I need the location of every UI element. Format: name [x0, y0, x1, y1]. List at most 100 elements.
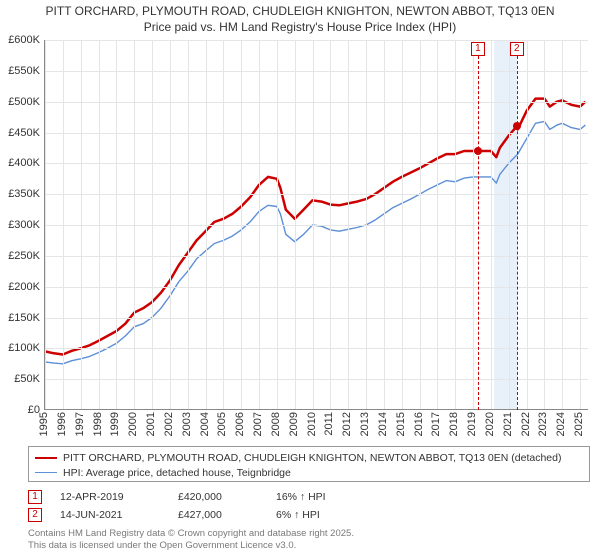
gridline-v — [99, 40, 100, 409]
gridline-v — [295, 40, 296, 409]
gridline-v — [63, 40, 64, 409]
gridline-v — [384, 40, 385, 409]
gridline-v — [206, 40, 207, 409]
x-tick-label: 2011 — [323, 412, 335, 436]
sale-point-2 — [513, 122, 521, 130]
gridline-v — [437, 40, 438, 409]
x-tick-label: 2016 — [413, 412, 425, 436]
y-tick-label: £550K — [0, 65, 40, 77]
gridline-v — [491, 40, 492, 409]
marker-box-1: 1 — [471, 42, 485, 56]
x-tick-label: 2019 — [466, 412, 478, 436]
gridline-v — [527, 40, 528, 409]
sale-date: 14-JUN-2021 — [60, 509, 160, 521]
x-tick-label: 1997 — [74, 412, 86, 436]
x-tick-label: 2023 — [537, 412, 549, 436]
series-line-hpi — [45, 121, 585, 363]
y-tick-label: £250K — [0, 250, 40, 262]
x-tick-label: 2025 — [573, 412, 585, 436]
gridline-v — [45, 40, 46, 409]
x-tick-label: 2002 — [163, 412, 175, 436]
legend-box: PITT ORCHARD, PLYMOUTH ROAD, CHUDLEIGH K… — [28, 446, 590, 482]
gridline-v — [455, 40, 456, 409]
x-tick-label: 2004 — [199, 412, 211, 436]
gridline-h — [45, 40, 588, 41]
gridline-v — [580, 40, 581, 409]
x-tick-label: 2009 — [288, 412, 300, 436]
gridline-v — [134, 40, 135, 409]
x-tick-label: 2020 — [484, 412, 496, 436]
sale-row: 112-APR-2019£420,00016% ↑ HPI — [28, 488, 590, 506]
sale-delta: 6% ↑ HPI — [276, 509, 366, 521]
x-tick-label: 1999 — [109, 412, 121, 436]
x-tick-label: 2008 — [270, 412, 282, 436]
x-tick-label: 2007 — [252, 412, 264, 436]
series-line-subject — [45, 99, 585, 355]
y-tick-label: £350K — [0, 188, 40, 200]
marker-vline-2 — [517, 56, 518, 410]
gridline-v — [81, 40, 82, 409]
sale-point-1 — [474, 147, 482, 155]
legend-row: HPI: Average price, detached house, Teig… — [35, 465, 583, 480]
footer-line1: Contains HM Land Registry data © Crown c… — [28, 528, 590, 540]
x-tick-label: 2010 — [306, 412, 318, 436]
y-tick-label: £0 — [0, 404, 40, 416]
gridline-h — [45, 225, 588, 226]
gridline-v — [562, 40, 563, 409]
gridline-v — [330, 40, 331, 409]
gridline-v — [473, 40, 474, 409]
sale-price: £420,000 — [178, 491, 258, 503]
chart-container: PITT ORCHARD, PLYMOUTH ROAD, CHUDLEIGH K… — [0, 0, 600, 560]
x-tick-label: 2014 — [377, 412, 389, 436]
marker-box-2: 2 — [510, 42, 524, 56]
gridline-h — [45, 71, 588, 72]
y-tick-label: £150K — [0, 312, 40, 324]
footer-line2: This data is licensed under the Open Gov… — [28, 540, 590, 552]
y-tick-label: £300K — [0, 219, 40, 231]
x-tick-label: 1998 — [92, 412, 104, 436]
gridline-v — [223, 40, 224, 409]
gridline-h — [45, 379, 588, 380]
gridline-v — [402, 40, 403, 409]
x-tick-label: 2013 — [359, 412, 371, 436]
x-tick-label: 2003 — [181, 412, 193, 436]
y-tick-label: £600K — [0, 34, 40, 46]
x-tick-label: 2001 — [145, 412, 157, 436]
x-tick-label: 2021 — [502, 412, 514, 436]
gridline-h — [45, 256, 588, 257]
gridline-v — [277, 40, 278, 409]
gridline-v — [116, 40, 117, 409]
gridline-v — [241, 40, 242, 409]
gridline-v — [420, 40, 421, 409]
x-tick-label: 2018 — [448, 412, 460, 436]
sale-row: 214-JUN-2021£427,0006% ↑ HPI — [28, 506, 590, 524]
y-tick-label: £500K — [0, 96, 40, 108]
sale-marker: 2 — [28, 508, 42, 522]
x-tick-label: 2006 — [234, 412, 246, 436]
x-tick-label: 1995 — [38, 412, 50, 436]
plot-region: 12 £0£50K£100K£150K£200K£250K£300K£350K£… — [44, 40, 588, 410]
footer-attribution: Contains HM Land Registry data © Crown c… — [28, 528, 590, 552]
gridline-h — [45, 318, 588, 319]
legend-swatch — [35, 472, 57, 473]
x-tick-label: 2024 — [555, 412, 567, 436]
marker-vline-1 — [478, 56, 479, 410]
gridline-h — [45, 287, 588, 288]
x-tick-label: 2015 — [395, 412, 407, 436]
gridline-v — [509, 40, 510, 409]
chart-title-line1: PITT ORCHARD, PLYMOUTH ROAD, CHUDLEIGH K… — [0, 0, 600, 20]
chart-title-line2: Price paid vs. HM Land Registry's House … — [0, 20, 600, 38]
x-tick-label: 2012 — [341, 412, 353, 436]
gridline-v — [348, 40, 349, 409]
y-tick-label: £50K — [0, 373, 40, 385]
sales-table: 112-APR-2019£420,00016% ↑ HPI214-JUN-202… — [28, 488, 590, 524]
sale-marker: 1 — [28, 490, 42, 504]
gridline-h — [45, 163, 588, 164]
sale-date: 12-APR-2019 — [60, 491, 160, 503]
y-tick-label: £200K — [0, 281, 40, 293]
y-tick-label: £100K — [0, 342, 40, 354]
gridline-h — [45, 194, 588, 195]
gridline-v — [366, 40, 367, 409]
gridline-v — [170, 40, 171, 409]
gridline-v — [259, 40, 260, 409]
